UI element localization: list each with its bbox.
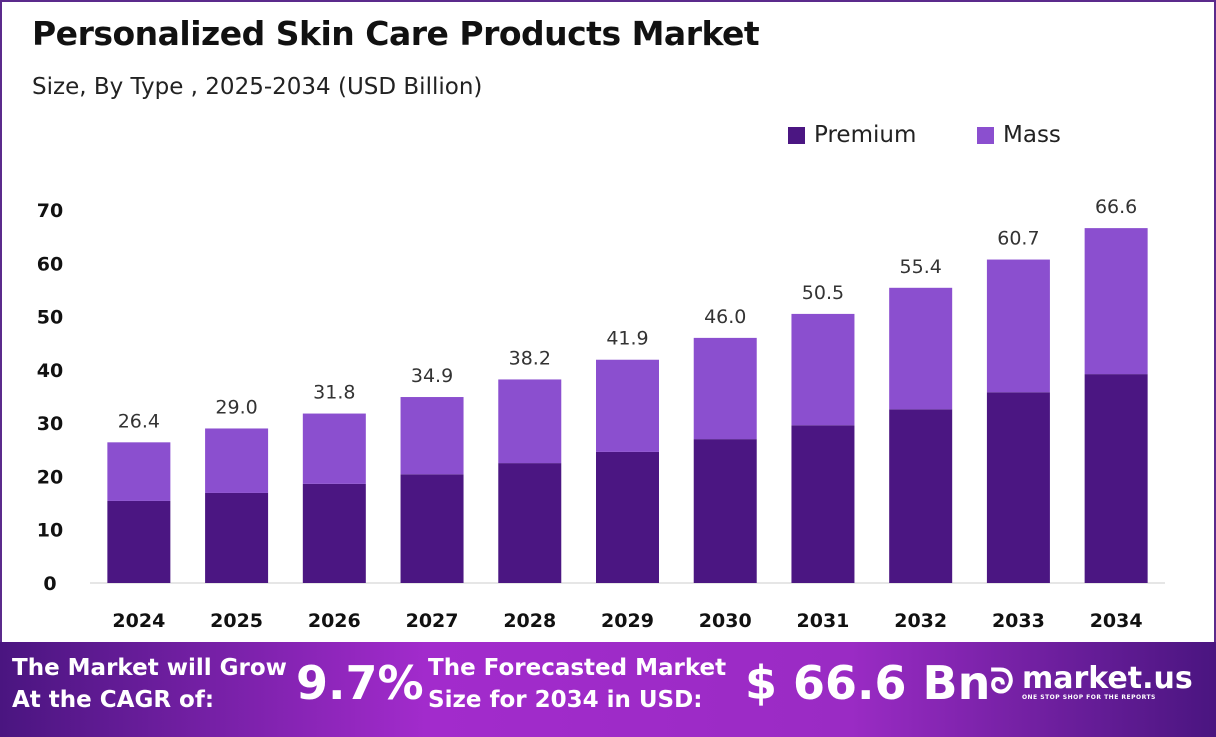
bar-premium-2034 xyxy=(1084,374,1148,583)
cagr-label-line: At the CAGR of: xyxy=(12,687,215,713)
legend-swatch-premium xyxy=(788,126,805,144)
legend-label: Premium xyxy=(814,122,917,148)
data-label-total: 29.0 xyxy=(215,396,257,418)
forecast-label-line: The Forecasted Market xyxy=(428,655,727,681)
bar-chart: 01020304050607026.4202429.0202531.820263… xyxy=(37,196,1165,632)
chart-title: Personalized Skin Care Products Market xyxy=(32,14,760,53)
bar-mass-2029 xyxy=(596,359,659,452)
data-label-total: 66.6 xyxy=(1095,196,1137,218)
legend-label: Mass xyxy=(1003,122,1061,148)
data-label-total: 46.0 xyxy=(704,306,746,328)
bar-mass-2026 xyxy=(302,413,366,484)
brand-name: market.us xyxy=(1021,660,1193,696)
x-tick-label: 2030 xyxy=(699,610,752,632)
x-tick-label: 2024 xyxy=(112,610,165,632)
chart-subtitle: Size, By Type , 2025-2034 (USD Billion) xyxy=(32,74,483,100)
forecast-value: $ 66.6 Bn xyxy=(745,656,991,710)
y-tick-label: 50 xyxy=(37,307,63,329)
bar-mass-2032 xyxy=(889,287,953,410)
brand-logo: ᘐ market.us ONE STOP SHOP FOR THE REPORTS xyxy=(990,662,1193,702)
x-tick-label: 2027 xyxy=(406,610,459,632)
cagr-value: 9.7% xyxy=(296,656,424,710)
cagr-label-line: The Market will Grow xyxy=(12,655,287,681)
x-tick-label: 2031 xyxy=(797,610,850,632)
y-tick-label: 60 xyxy=(37,253,63,275)
legend-item-mass: Mass xyxy=(977,122,1061,148)
bar-mass-2025 xyxy=(205,428,269,493)
x-tick-label: 2033 xyxy=(992,610,1045,632)
data-label-total: 50.5 xyxy=(802,282,844,304)
footer-banner: The Market will Grow At the CAGR of: 9.7%… xyxy=(0,642,1216,737)
forecast-label: The Forecasted Market Size for 2034 in US… xyxy=(428,652,726,716)
data-label-total: 41.9 xyxy=(606,328,648,350)
data-label-total: 55.4 xyxy=(900,256,942,278)
x-tick-label: 2026 xyxy=(308,610,361,632)
bar-premium-2032 xyxy=(889,409,953,583)
bar-premium-2024 xyxy=(107,500,171,583)
y-tick-label: 30 xyxy=(37,413,63,435)
bar-premium-2028 xyxy=(498,463,562,583)
y-tick-label: 0 xyxy=(43,573,56,595)
bar-mass-2027 xyxy=(400,397,464,475)
bar-premium-2027 xyxy=(400,474,464,583)
y-tick-label: 40 xyxy=(37,360,63,382)
y-tick-label: 20 xyxy=(37,466,63,488)
bar-mass-2031 xyxy=(791,313,855,426)
legend-item-premium: Premium xyxy=(788,122,916,148)
cagr-label: The Market will Grow At the CAGR of: xyxy=(12,652,287,716)
data-label-total: 26.4 xyxy=(118,410,160,432)
bar-premium-2030 xyxy=(693,439,757,583)
data-label-total: 38.2 xyxy=(509,347,551,369)
bar-premium-2026 xyxy=(302,483,366,583)
data-label-total: 60.7 xyxy=(997,228,1039,250)
bar-premium-2031 xyxy=(791,425,855,583)
data-label-total: 34.9 xyxy=(411,365,453,387)
brand-tagline: ONE STOP SHOP FOR THE REPORTS xyxy=(1021,693,1156,701)
bar-premium-2025 xyxy=(205,492,269,583)
bar-mass-2030 xyxy=(693,337,757,440)
y-tick-label: 10 xyxy=(37,520,63,542)
bar-premium-2033 xyxy=(986,392,1050,583)
x-tick-label: 2028 xyxy=(503,610,556,632)
bar-mass-2028 xyxy=(498,379,562,464)
x-tick-label: 2034 xyxy=(1090,610,1143,632)
y-tick-label: 70 xyxy=(37,200,63,222)
bar-premium-2029 xyxy=(596,451,659,583)
x-tick-label: 2032 xyxy=(894,610,947,632)
bar-mass-2033 xyxy=(986,259,1050,393)
bar-mass-2034 xyxy=(1084,228,1148,375)
forecast-label-line: Size for 2034 in USD: xyxy=(428,687,703,713)
legend-swatch-mass xyxy=(977,126,994,144)
x-tick-label: 2029 xyxy=(601,610,654,632)
market-us-logo-icon: ᘐ xyxy=(990,662,1014,702)
x-tick-label: 2025 xyxy=(210,610,263,632)
data-label-total: 31.8 xyxy=(313,382,355,404)
bar-mass-2024 xyxy=(107,442,171,501)
